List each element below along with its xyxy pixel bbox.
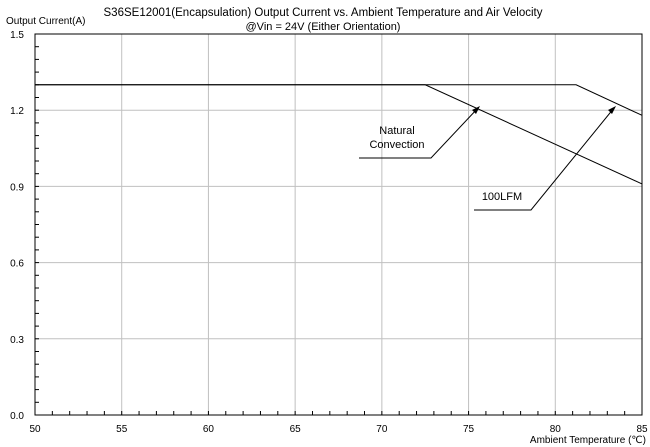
annotation-100lfm-leader [474,107,615,211]
x-axis-label: Ambient Temperature (℃) [530,435,646,446]
annotation-100lfm: 100LFM [474,106,616,211]
annotation-natural-convection: Natural Convection [359,106,480,159]
y-tick-label: 0.0 [10,411,24,422]
y-tick-label: 0.6 [10,259,24,270]
x-tick-labels: 50 55 60 65 70 75 80 85 [29,424,648,435]
x-tick-label: 55 [116,424,128,435]
x-tick-label: 50 [29,424,41,435]
series-line-natural-convection [35,84,643,185]
x-tick-label: 65 [290,424,302,435]
chart-subtitle: @Vin = 24V (Either Orientation) [246,21,401,33]
series-lines [35,84,643,185]
annotation-natural-leader [359,107,479,159]
x-tick-label: 75 [463,424,475,435]
axis-ticks [34,33,643,416]
annotation-100lfm-label: 100LFM [482,191,522,203]
y-axis-label: Output Current(A) [6,16,85,27]
grid-lines [35,34,642,415]
y-tick-label: 1.5 [10,30,24,41]
y-tick-label: 1.2 [10,106,24,117]
x-tick-label: 80 [550,424,562,435]
annotation-natural-line-1: Natural [379,125,414,137]
annotation-100lfm-arrowhead [608,106,616,114]
y-tick-labels: 0.0 0.3 0.6 0.9 1.2 1.5 [10,30,24,422]
y-tick-label: 0.3 [10,335,24,346]
chart-title: S36SE12001(Encapsulation) Output Current… [104,7,543,19]
x-tick-label: 85 [636,424,648,435]
annotation-natural-arrowhead [472,106,480,114]
series-line-100lfm [35,84,643,116]
y-tick-label: 0.9 [10,182,24,193]
x-tick-label: 70 [376,424,388,435]
annotation-natural-line-2: Convection [369,139,424,151]
x-tick-label: 60 [203,424,215,435]
plot-frame [34,33,643,416]
